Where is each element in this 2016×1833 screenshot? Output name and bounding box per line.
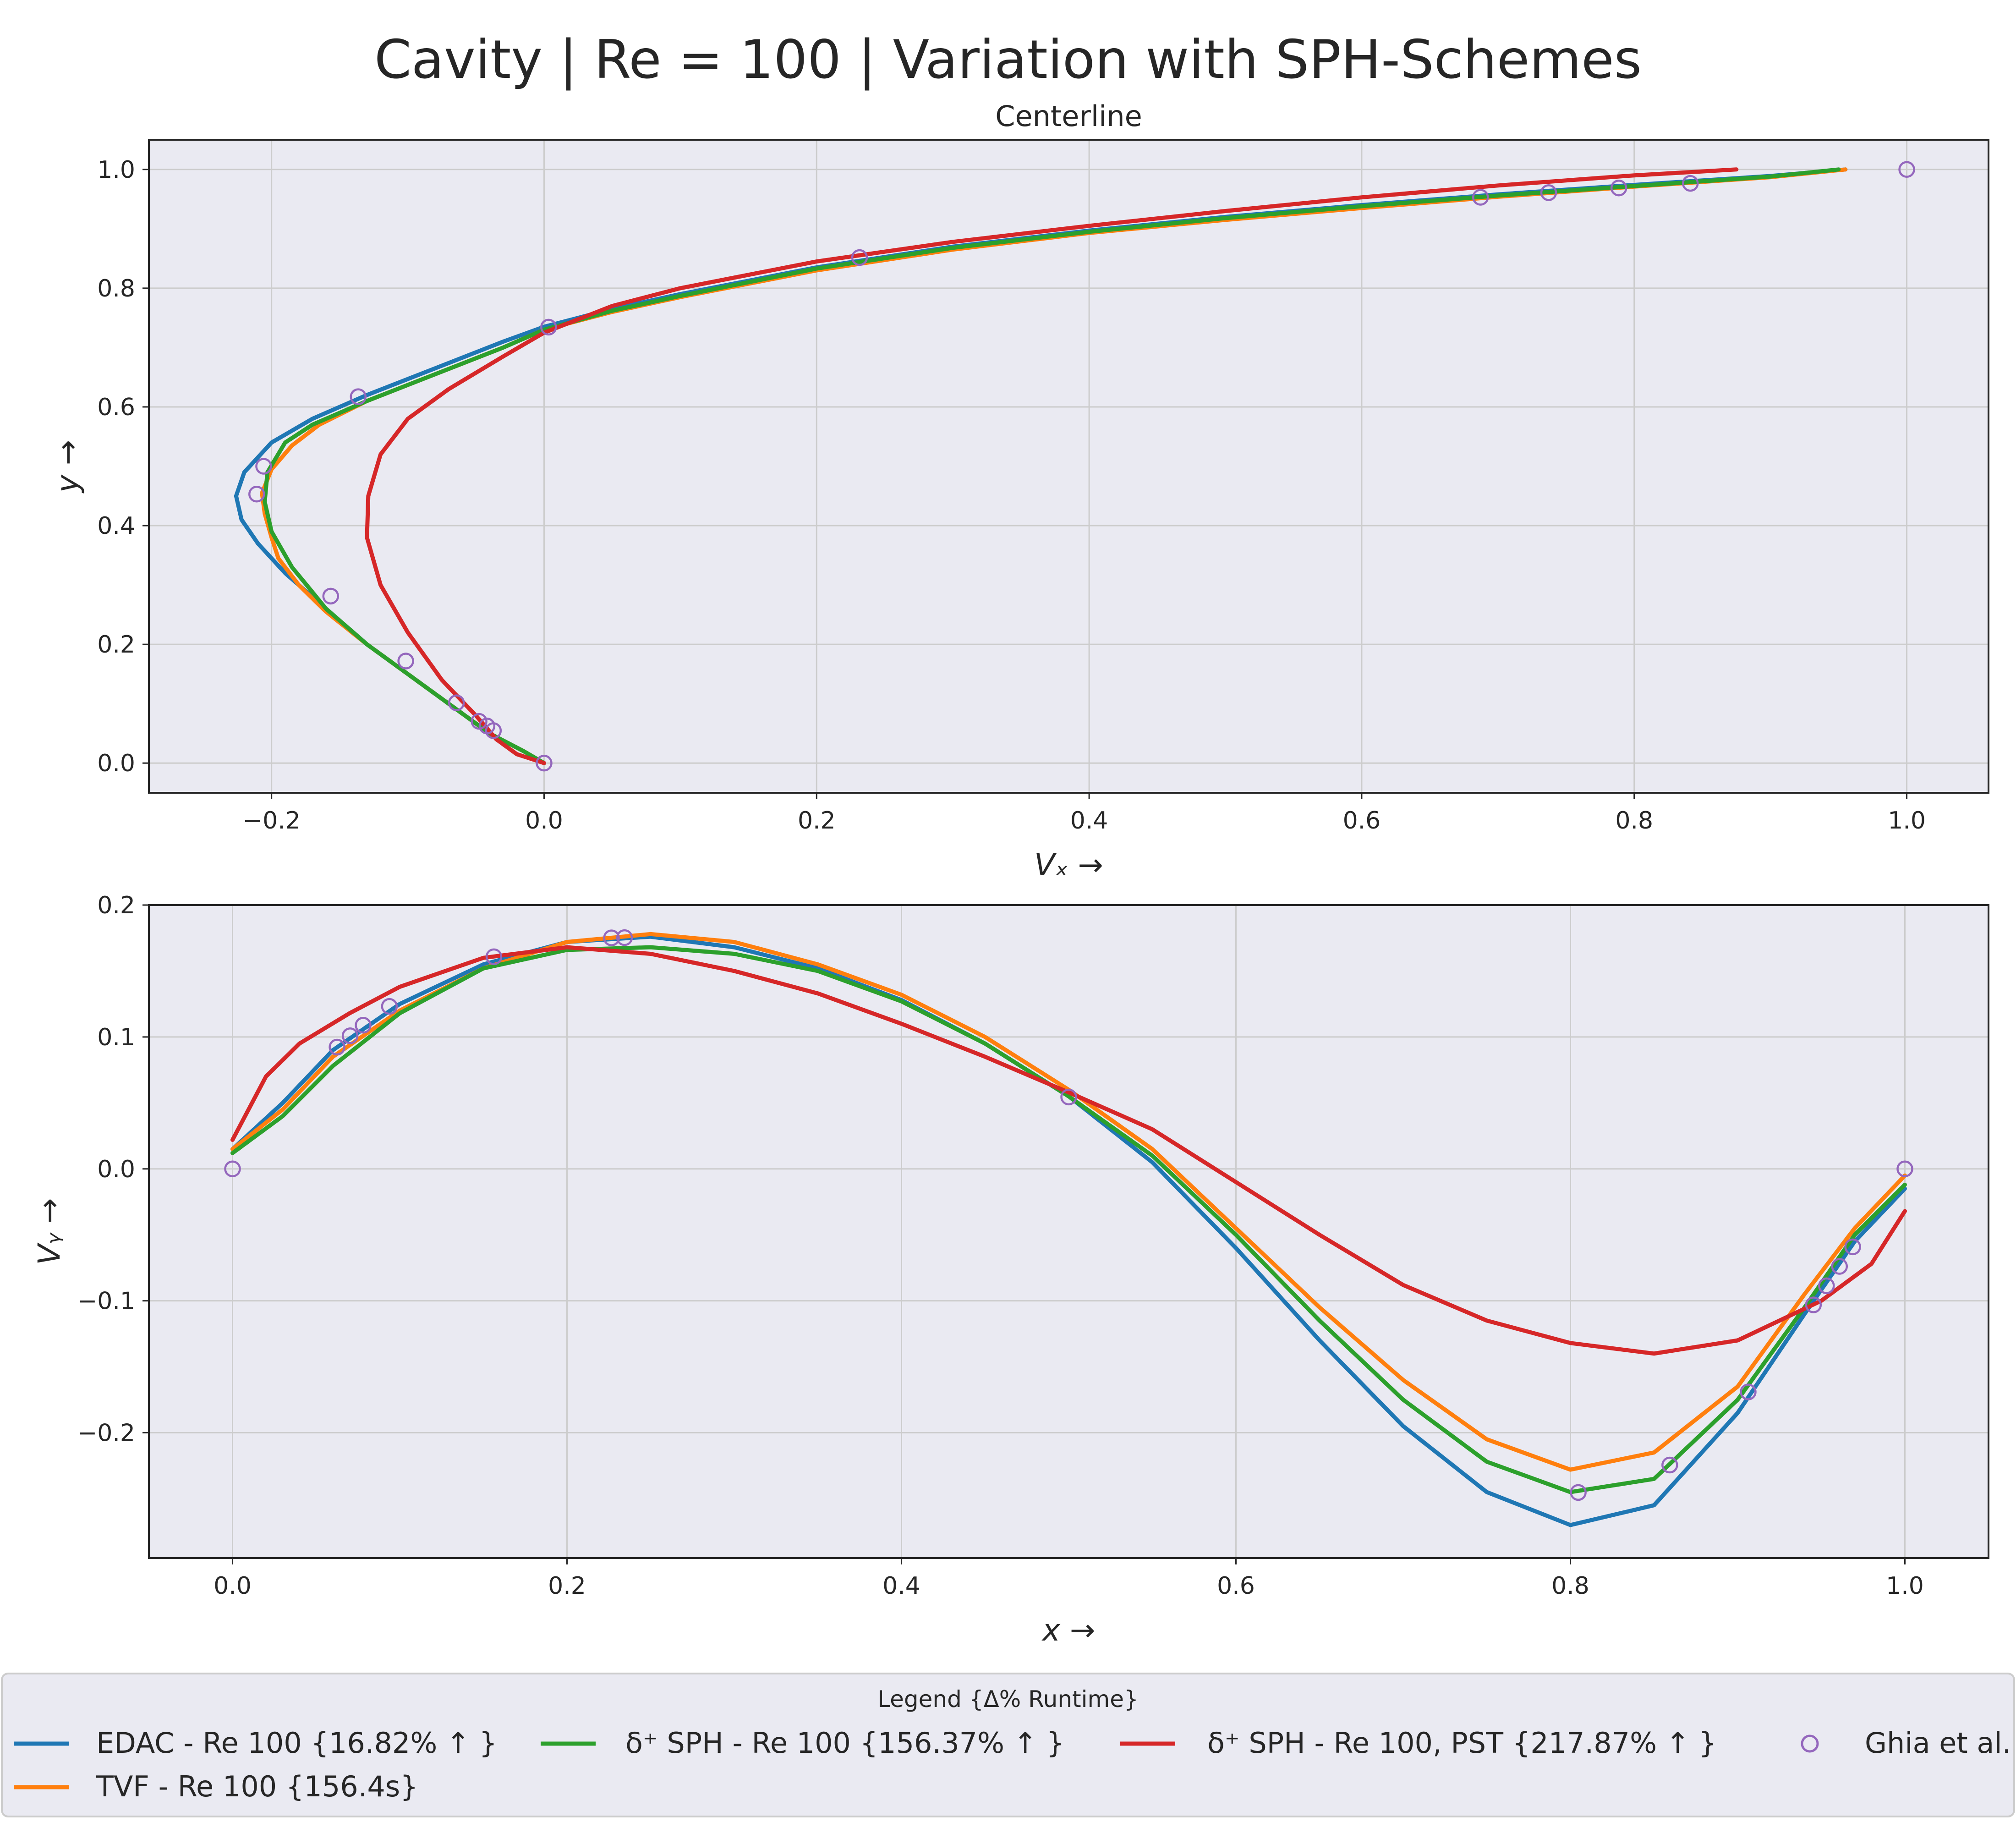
x-tick-label: 0.0 [214, 1572, 252, 1600]
y-tick-label: 0.2 [97, 631, 135, 659]
x-tick-label: 0.4 [882, 1572, 920, 1600]
legend-swatch-ghia [1801, 1734, 1819, 1753]
y-axis-label: Vᵧ → [32, 1198, 67, 1265]
y-tick-label: −0.1 [77, 1288, 135, 1315]
ghia-marker [851, 249, 868, 266]
ghia-marker [616, 929, 633, 946]
ghia-marker [355, 1017, 372, 1034]
ghia-marker [255, 458, 272, 475]
legend-title: Legend {Δ% Runtime} [877, 1686, 1139, 1712]
legend-box [1, 1673, 2015, 1817]
series-line-dsph [230, 945, 1907, 1494]
x-axis-label: x → [1041, 1613, 1095, 1648]
y-tick-label: 0.8 [97, 275, 135, 302]
legend-label-dsph: δ⁺ SPH - Re 100 {156.37% ↑ } [625, 1726, 1064, 1760]
ghia-marker [381, 998, 398, 1015]
figure-title: Cavity | Re = 100 | Variation with SPH-S… [374, 29, 1642, 91]
ghia-marker [1818, 1277, 1835, 1295]
x-axis-label: Vₓ → [1034, 847, 1103, 883]
ghia-marker [397, 653, 414, 670]
ghia-marker [248, 486, 265, 503]
y-tick-label: 0.0 [97, 1156, 135, 1183]
ghia-marker [1898, 161, 1915, 178]
x-tick-label: 0.2 [548, 1572, 586, 1600]
axes-frame [148, 139, 1989, 794]
x-tick-label: 0.0 [525, 807, 563, 834]
ghia-marker [485, 948, 503, 966]
y-tick-label: 0.2 [97, 892, 135, 919]
ghia-marker [536, 754, 553, 772]
x-tick-label: 0.6 [1217, 1572, 1255, 1600]
series-line-dsph [263, 167, 1841, 765]
y-tick-label: 1.0 [97, 156, 135, 184]
ghia-marker [603, 929, 620, 946]
x-tick-label: 0.8 [1551, 1572, 1589, 1600]
y-tick-label: −0.2 [77, 1420, 135, 1447]
y-tick-label: 0.6 [97, 394, 135, 421]
ghia-marker [1540, 184, 1557, 201]
ghia-marker [329, 1038, 345, 1056]
legend-label-dsph-pst: δ⁺ SPH - Re 100, PST {217.87% ↑ } [1207, 1726, 1717, 1760]
ghia-marker [1610, 179, 1627, 197]
ghia-marker [1740, 1383, 1757, 1400]
ghia-marker [540, 318, 557, 336]
ghia-marker [1570, 1484, 1587, 1501]
y-tick-label: 0.1 [97, 1024, 135, 1051]
legend-label-ghia: Ghia et al. [1865, 1726, 2011, 1760]
ghia-marker [1844, 1238, 1861, 1256]
x-tick-label: 1.0 [1886, 1572, 1924, 1600]
ghia-marker [1060, 1088, 1077, 1106]
ghia-marker [471, 713, 488, 730]
x-tick-label: 1.0 [1888, 807, 1926, 834]
x-tick-label: 0.4 [1070, 807, 1108, 834]
x-tick-label: 0.2 [798, 807, 836, 834]
ghia-marker [1831, 1258, 1848, 1275]
subplot-title: Centerline [995, 99, 1142, 133]
ghia-marker [448, 694, 465, 711]
ghia-marker [341, 1027, 359, 1044]
x-tick-label: −0.2 [243, 807, 301, 834]
axes-frame [148, 904, 1989, 1559]
series-line-dsph-pst [365, 167, 1739, 765]
ghia-marker [1805, 1296, 1822, 1313]
x-tick-label: 0.8 [1615, 807, 1653, 834]
y-tick-label: 0.4 [97, 512, 135, 540]
ghia-marker [1896, 1160, 1913, 1178]
ghia-marker [1472, 189, 1489, 206]
plot-area [149, 905, 1989, 1558]
centerline-vy-axes: 0.0 0.2 0.4 0.6 0.8 1.0 −0.2 −0.1 0.0 0.1 0.2 x → Vᵧ… [32, 892, 1989, 1648]
y-axis-label: y → [50, 440, 85, 494]
ghia-marker [224, 1160, 241, 1178]
legend-label-edac: EDAC - Re 100 {16.82% ↑ } [96, 1726, 497, 1760]
x-tick-label: 0.6 [1343, 807, 1381, 834]
ghia-marker [350, 388, 367, 405]
plot-area [149, 140, 1989, 793]
legend: Legend {Δ% Runtime} EDAC - Re 100 {16.82… [1, 1673, 2015, 1817]
legend-label-tvf: TVF - Re 100 {156.4s} [96, 1770, 418, 1803]
centerline-vx-axes: −0.2 0.0 0.2 0.4 0.6 0.8 1.0 0.0 0.2 0.4 0.6 0.8 1.0… [50, 99, 1989, 883]
y-tick-label: 0.0 [97, 750, 135, 777]
ghia-marker [322, 587, 339, 605]
ghia-marker [1682, 175, 1699, 192]
series-line-dsph-pst [230, 945, 1907, 1356]
ghia-marker [1661, 1456, 1678, 1474]
